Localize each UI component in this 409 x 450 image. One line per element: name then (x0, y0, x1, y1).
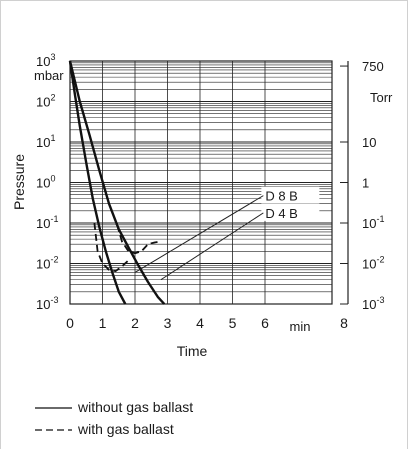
x-tick-label: 1 (99, 315, 107, 331)
y-tick-label: 100 (36, 174, 55, 191)
annotation-pointer (134, 195, 264, 273)
x-axis-title: Time (177, 343, 208, 359)
x-tick-label: 5 (229, 315, 237, 331)
y2-tick-label: 10-3 (362, 295, 384, 312)
x-tick-label: 0 (66, 315, 74, 331)
annotation-label: D 4 B (265, 206, 298, 221)
series-line-d8b-dashed (116, 224, 162, 255)
axes: 10310210110010-110-210-3mbarPressure7501… (11, 52, 393, 359)
series-line-d4b-solid (68, 60, 127, 305)
x-tick-label: 3 (164, 315, 172, 331)
figure-border-left (0, 0, 1, 449)
series (68, 60, 166, 305)
y-tick-label: 101 (36, 133, 55, 150)
x-tick-label: 4 (196, 315, 204, 331)
plot-frame (69, 60, 333, 305)
y-tick-label: 103 (36, 52, 55, 69)
y-axis-title: Pressure (11, 154, 27, 210)
y2-tick-label: 1 (362, 176, 369, 191)
y2-unit-label: Torr (370, 90, 393, 105)
legend-label: without gas ballast (77, 399, 193, 415)
x-tick-label: 6 (261, 315, 269, 331)
y-tick-label: 10-3 (36, 295, 58, 312)
y2-tick-label: 10-2 (362, 255, 384, 272)
annotation-background (261, 203, 320, 221)
y2-tick-label: 750 (362, 59, 384, 74)
x-tick-label: 8 (340, 315, 348, 331)
y-tick-label: 10-1 (36, 214, 58, 231)
annotation-pointer (160, 212, 264, 281)
annotations: D 8 B D 4 B (134, 186, 320, 281)
y-unit-label: mbar (34, 68, 64, 83)
series-line-d4b-dashed (93, 222, 130, 273)
x-unit-label: min (290, 319, 311, 334)
y-tick-label: 102 (36, 93, 55, 110)
y2-tick-label: 10-1 (362, 214, 384, 231)
x-tick-label: 2 (131, 315, 139, 331)
legend: without gas ballast with gas ballast (35, 399, 193, 437)
legend-label: with gas ballast (77, 421, 174, 437)
y2-tick-label: 10 (362, 135, 376, 150)
y-tick-label: 10-2 (36, 255, 58, 272)
grid (70, 61, 332, 304)
annotation-background (261, 186, 320, 204)
annotation-label: D 8 B (265, 189, 298, 204)
